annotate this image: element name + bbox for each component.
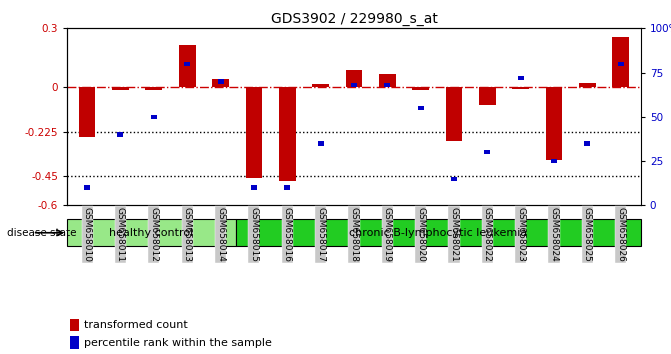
Bar xyxy=(513,87,529,89)
Bar xyxy=(179,45,195,87)
Bar xyxy=(279,87,296,181)
Text: GSM658011: GSM658011 xyxy=(116,207,125,262)
Bar xyxy=(184,62,190,66)
Bar xyxy=(351,83,357,87)
Text: transformed count: transformed count xyxy=(84,320,188,330)
Bar xyxy=(484,150,491,154)
Text: GSM658019: GSM658019 xyxy=(383,207,392,262)
Text: GSM658013: GSM658013 xyxy=(183,207,192,262)
Bar xyxy=(451,177,457,181)
Text: GSM658016: GSM658016 xyxy=(282,207,292,262)
Bar xyxy=(446,87,462,141)
Bar xyxy=(613,36,629,87)
Text: GSM658024: GSM658024 xyxy=(550,207,558,262)
Text: GSM658026: GSM658026 xyxy=(616,207,625,262)
Bar xyxy=(246,87,262,178)
Bar xyxy=(117,132,123,137)
Text: GSM658018: GSM658018 xyxy=(350,207,358,262)
Bar xyxy=(618,62,624,66)
Bar xyxy=(417,106,423,110)
Bar xyxy=(317,141,323,145)
Bar xyxy=(479,87,496,105)
Bar xyxy=(151,115,157,119)
Bar xyxy=(212,79,229,87)
Text: GSM658012: GSM658012 xyxy=(150,207,158,262)
Text: GSM658014: GSM658014 xyxy=(216,207,225,262)
Text: percentile rank within the sample: percentile rank within the sample xyxy=(84,338,272,348)
Text: GSM658015: GSM658015 xyxy=(250,207,258,262)
Bar xyxy=(251,185,257,190)
Bar xyxy=(312,84,329,87)
Bar xyxy=(551,159,557,163)
Bar xyxy=(146,87,162,90)
Bar xyxy=(112,87,129,90)
Bar xyxy=(518,76,524,80)
Text: GSM658022: GSM658022 xyxy=(483,207,492,262)
Text: chronic B-lymphocytic leukemia: chronic B-lymphocytic leukemia xyxy=(349,228,527,238)
Bar xyxy=(79,87,95,137)
Bar xyxy=(412,87,429,90)
Text: GSM658010: GSM658010 xyxy=(83,207,92,262)
Bar xyxy=(379,74,396,87)
Bar xyxy=(546,87,562,160)
Text: GSM658020: GSM658020 xyxy=(416,207,425,262)
Bar xyxy=(579,84,596,87)
Title: GDS3902 / 229980_s_at: GDS3902 / 229980_s_at xyxy=(270,12,437,26)
Text: GSM658021: GSM658021 xyxy=(450,207,458,262)
Bar xyxy=(217,79,223,84)
Bar xyxy=(346,70,362,87)
Text: disease state: disease state xyxy=(7,228,76,238)
Bar xyxy=(384,83,391,87)
Text: healthy control: healthy control xyxy=(109,228,194,238)
Text: GSM658017: GSM658017 xyxy=(316,207,325,262)
Bar xyxy=(84,185,90,190)
Text: GSM658023: GSM658023 xyxy=(516,207,525,262)
Text: GSM658025: GSM658025 xyxy=(583,207,592,262)
Bar xyxy=(584,141,590,145)
Bar xyxy=(285,185,291,190)
